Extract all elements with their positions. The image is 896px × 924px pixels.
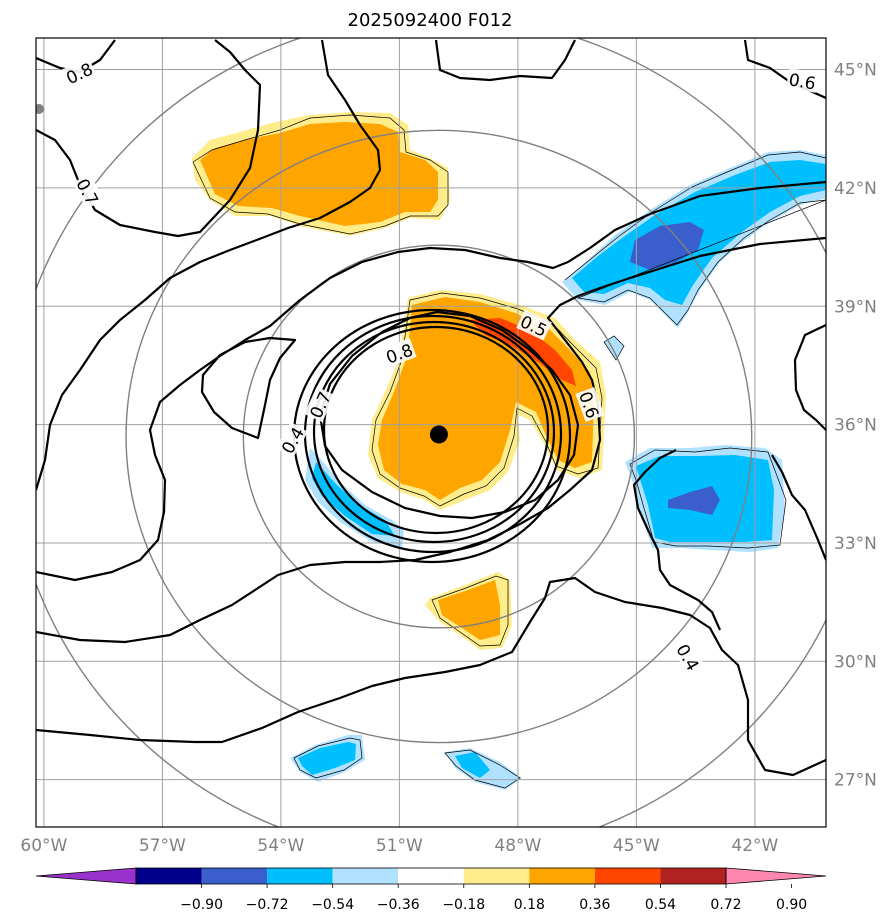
colorbar-segment xyxy=(201,868,268,884)
shaded-fields xyxy=(192,112,826,790)
contour-label-bg xyxy=(516,309,552,341)
y-axis-ticks: 27°N 30°N 33°N 36°N 39°N 42°N 45°N xyxy=(834,61,877,791)
contour-labels: 0.80.70.60.40.80.70.50.60.4 xyxy=(61,57,819,675)
contour-line xyxy=(36,39,262,238)
y-tick-label: 42°N xyxy=(834,179,877,199)
colorbar-segment xyxy=(332,868,399,884)
contour-line xyxy=(36,180,826,582)
contour-label-bg xyxy=(61,57,97,89)
positive-region-northwest-core xyxy=(200,122,438,226)
range-rings xyxy=(36,38,826,827)
contour-line xyxy=(322,325,550,535)
colorbar-label: −0.72 xyxy=(246,897,289,913)
contour-line xyxy=(434,39,576,82)
contour-line xyxy=(200,336,297,440)
contour-label-bg xyxy=(72,173,105,210)
contour-label-bg xyxy=(275,421,309,458)
contour-line xyxy=(36,236,826,644)
negative-region-northeast-strong xyxy=(630,222,704,270)
negative-region-east-strong xyxy=(668,486,720,515)
gridlines xyxy=(36,38,826,827)
colorbar-segment xyxy=(136,868,202,884)
storm-center-marker xyxy=(429,425,448,444)
contour-line xyxy=(312,320,556,544)
contour-label-group: 0.6 xyxy=(785,67,819,95)
grey-point-marker xyxy=(36,104,44,114)
contour-line xyxy=(318,310,580,520)
colorbar-segment xyxy=(660,868,726,884)
contour-line xyxy=(36,576,826,777)
colorbar-segment xyxy=(594,868,661,884)
colorbar-segment xyxy=(267,868,333,884)
x-tick-label: 60°W xyxy=(20,836,67,856)
colorbar-segment xyxy=(463,868,530,884)
colorbar-label: 0.36 xyxy=(579,897,610,913)
colorbar-extend-high xyxy=(725,867,827,885)
x-tick-label: 57°W xyxy=(139,836,186,856)
contour-label-group: 0.7 xyxy=(71,173,105,210)
positive-region-south-core xyxy=(438,580,500,640)
colorbar-label: 0.54 xyxy=(645,897,676,913)
colorbar-label: 0.18 xyxy=(514,897,545,913)
colorbar-label: −0.54 xyxy=(311,897,354,913)
x-axis-ticks: 60°W 57°W 54°W 51°W 48°W 45°W 42°W xyxy=(20,836,778,856)
colorbar-label: 0.72 xyxy=(710,897,741,913)
chart-title: 2025092400 F012 xyxy=(348,10,513,31)
map-frame xyxy=(35,37,827,828)
range-ring xyxy=(242,244,636,629)
contour-label-bg xyxy=(304,386,335,423)
contour-label-bg xyxy=(381,338,417,368)
contour-line xyxy=(36,39,382,491)
contour-label-bg xyxy=(575,387,605,423)
colorbar-label: −0.18 xyxy=(442,897,485,913)
y-tick-label: 30°N xyxy=(834,652,877,672)
colorbar-label: −0.90 xyxy=(180,897,223,913)
contour-line xyxy=(771,454,826,561)
x-tick-label: 45°W xyxy=(613,836,660,856)
y-tick-label: 39°N xyxy=(834,297,877,317)
colorbar: −0.90 −0.72 −0.54 −0.36 −0.18 0.18 0.36 0.54 0.7… xyxy=(35,867,827,913)
x-tick-label: 48°W xyxy=(494,836,541,856)
x-tick-label: 54°W xyxy=(257,836,304,856)
y-tick-label: 45°N xyxy=(834,61,877,81)
range-ring xyxy=(125,129,753,744)
colorbar-segment xyxy=(398,868,464,884)
y-tick-label: 36°N xyxy=(834,416,877,436)
contour-label-bg xyxy=(672,638,705,675)
colorbar-label: −0.36 xyxy=(377,897,420,913)
colorbar-frame xyxy=(135,867,727,885)
contour-line xyxy=(793,324,826,431)
contour-label-bg xyxy=(785,67,819,93)
colorbar-segment xyxy=(529,868,595,884)
contour-label: 0.6 xyxy=(787,70,817,94)
y-tick-label: 33°N xyxy=(834,534,877,554)
colorbar-label: 0.90 xyxy=(776,897,807,913)
contours xyxy=(36,39,826,777)
contour-line xyxy=(632,449,722,631)
x-tick-label: 42°W xyxy=(731,836,778,856)
y-tick-label: 27°N xyxy=(834,771,877,791)
colorbar-extend-low xyxy=(35,867,137,885)
x-tick-label: 51°W xyxy=(376,836,423,856)
